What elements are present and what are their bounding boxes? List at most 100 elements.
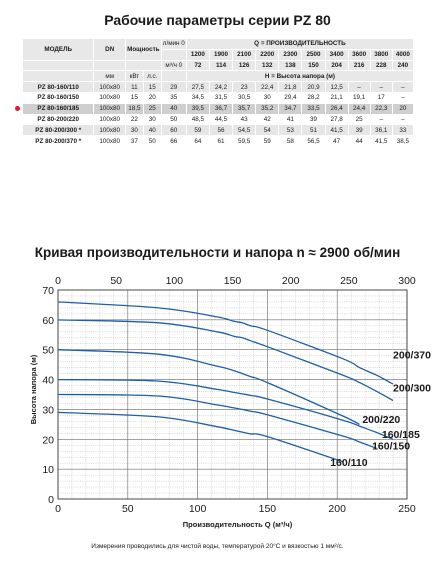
table-row: PZ 80-200/370 * 100x80 37 50 66 64 61 59,5 59 58 5… <box>21 135 415 147</box>
m3h-value: 72 <box>185 59 210 72</box>
m3h-value: 114 <box>208 59 234 72</box>
lmin-value: 2300 <box>278 48 303 61</box>
head-value-cell: 34,5 <box>185 91 210 104</box>
head-value-cell: – <box>391 113 415 126</box>
m3h-value: 126 <box>232 59 257 72</box>
head-zero-cell: 40 <box>160 102 187 115</box>
head-value-cell: 27,8 <box>324 113 349 126</box>
head-value-cell: 22,3 <box>369 102 393 115</box>
model-cell: PZ 80-160/110 <box>21 81 95 93</box>
spacer-cell <box>160 48 187 61</box>
unit-kw: кВт <box>124 70 144 83</box>
curve-200-300 <box>57 319 394 402</box>
head-value-cell: 21,1 <box>324 91 349 104</box>
series-label: 160/185 <box>382 429 420 441</box>
head-value-cell: 54 <box>255 124 280 137</box>
m3h-value: 150 <box>301 59 326 72</box>
model-cell: PZ 80-200/220 <box>21 113 95 126</box>
head-value-cell: 56,5 <box>301 135 326 147</box>
top-tick-label: 0 <box>55 275 61 287</box>
lmin-value: 3800 <box>369 48 393 61</box>
table-title: Рабочие параметры серии PZ 80 <box>104 12 331 28</box>
x-tick-label: 50 <box>122 503 134 515</box>
y-tick-label: 40 <box>42 375 54 387</box>
dn-cell: 100x80 <box>93 135 126 147</box>
head-value-cell: 21,8 <box>278 81 303 93</box>
head-value-cell: 58 <box>278 135 303 147</box>
top-tick-label: 50 <box>110 275 122 287</box>
hp-cell: 50 <box>142 135 162 147</box>
unit-m3h: м³/ч 0 <box>160 59 187 72</box>
series-label: 160/150 <box>372 441 410 453</box>
head-value-cell: 54,5 <box>232 124 257 137</box>
x-tick-label: 0 <box>55 503 61 515</box>
curve-200-220 <box>57 349 360 425</box>
spacer-cell <box>160 70 187 83</box>
spacer-cell <box>124 59 162 72</box>
top-tick-label: 250 <box>340 275 358 287</box>
unit-lmin: л/мин 0 <box>160 38 187 50</box>
series-label: 200/300 <box>393 383 431 395</box>
curve-160-110 <box>57 411 344 463</box>
head-value-cell: 22,4 <box>255 81 280 93</box>
head-value-cell: 12,5 <box>324 81 349 93</box>
head-zero-cell: 66 <box>160 135 187 147</box>
lmin-value: 2100 <box>232 48 257 61</box>
head-value-cell: 64 <box>185 135 210 147</box>
head-value-cell: 19,1 <box>347 91 371 104</box>
head-value-cell: 61 <box>208 135 234 147</box>
head-value-cell: – <box>391 91 415 104</box>
head-value-cell: 35,7 <box>232 102 257 115</box>
curve-200-370 <box>57 301 394 385</box>
head-value-cell: 48,5 <box>185 113 210 126</box>
top-tick-label: 200 <box>282 275 300 287</box>
head-value-cell: 41,5 <box>369 135 393 147</box>
head-value-cell: 42 <box>255 113 280 126</box>
dn-cell: 100x80 <box>93 102 126 115</box>
spacer-cell <box>93 59 126 72</box>
head-value-cell: 29,4 <box>278 91 303 104</box>
table-header-row: МОДЕЛЬ DN Мощность л/мин 0 Q = ПРОИЗВОДИ… <box>21 38 415 61</box>
m3h-value: 240 <box>391 59 415 72</box>
y-tick-label: 50 <box>42 345 54 357</box>
hp-cell: 20 <box>142 91 162 104</box>
head-value-cell: 38,5 <box>391 135 415 147</box>
series-label: 160/110 <box>330 457 368 469</box>
col-header-q: Q = ПРОИЗВОДИТЕЛЬНОСТЬ <box>185 38 415 50</box>
hp-cell: 15 <box>142 81 162 93</box>
head-value-cell: 30 <box>255 91 280 104</box>
lmin-value: 2500 <box>301 48 326 61</box>
head-value-cell: 27,5 <box>185 81 210 93</box>
model-cell: PZ 80-200/370 * <box>21 135 95 147</box>
head-value-cell: 59 <box>255 135 280 147</box>
dn-cell: 100x80 <box>93 113 126 126</box>
head-zero-cell: 60 <box>160 124 187 137</box>
top-tick-label: 150 <box>224 275 242 287</box>
head-value-cell: 25 <box>347 113 371 126</box>
table-row: PZ 80-200/300 * 100x80 30 40 60 59 56 54,5 54 53 5… <box>21 124 415 137</box>
kw-cell: 22 <box>124 113 144 126</box>
head-value-cell: 33 <box>391 124 415 137</box>
spacer-cell <box>21 59 95 72</box>
head-value-cell: 36,1 <box>369 124 393 137</box>
lmin-value: 1200 <box>185 48 210 61</box>
head-zero-cell: 29 <box>160 81 187 93</box>
head-value-cell: 26,4 <box>324 102 349 115</box>
kw-cell: 18,5 <box>124 102 144 115</box>
head-value-cell: – <box>391 81 415 93</box>
lmin-value: 2200 <box>255 48 280 61</box>
head-value-cell: 31,5 <box>208 91 234 104</box>
head-value-cell: 28,2 <box>301 91 326 104</box>
head-value-cell: 47 <box>324 135 349 147</box>
selected-model-marker <box>15 106 20 112</box>
x-tick-label: 100 <box>189 503 207 515</box>
unit-dn: мм <box>93 70 126 83</box>
head-value-cell: – <box>369 81 393 93</box>
hp-cell: 40 <box>142 124 162 137</box>
chart-title: Кривая производительности и напора n ≈ 2… <box>34 245 401 260</box>
y-tick-label: 20 <box>42 434 54 446</box>
hp-cell: 25 <box>142 102 162 115</box>
head-value-cell: 41 <box>278 113 303 126</box>
head-value-cell: 53 <box>278 124 303 137</box>
curve-160-150 <box>57 393 377 449</box>
